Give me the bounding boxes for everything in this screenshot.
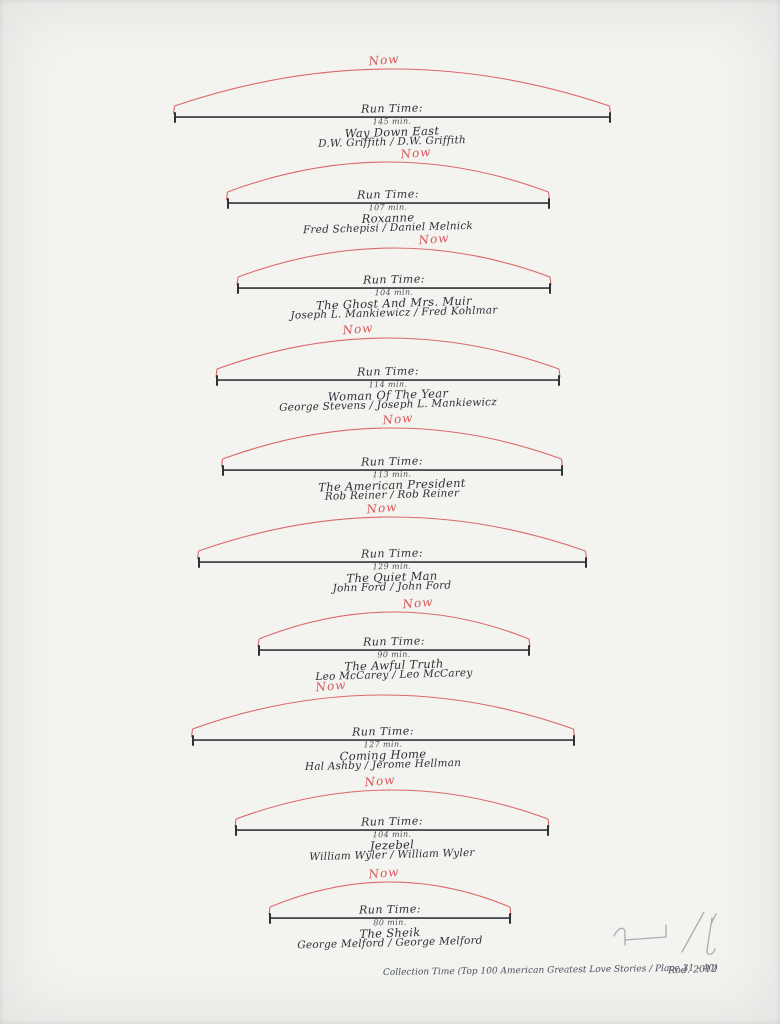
timeline-tick-right [547,825,549,836]
signature-text: Rod. 2012 [667,963,718,977]
runtime-label: Run Time: [362,272,426,287]
timeline-line [237,283,551,294]
timeline-tick-right [608,112,611,123]
timeline-tick-left [221,465,224,476]
timeline-tick-left [197,557,200,568]
now-label: Now [399,144,433,162]
timeline-tick-right [547,198,550,209]
timeline-line [221,465,563,476]
timeline-tick-right [528,645,530,656]
timeline-tick-right [584,557,587,568]
now-label: Now [367,51,401,69]
timeline-line [197,557,587,568]
timeline-tick-right [572,735,575,746]
timeline-tick-right [560,465,563,476]
timeline-line [173,112,611,123]
timeline-tick-right [549,283,551,294]
timeline-tick-left [191,735,194,746]
runtime-label: Run Time: [351,724,415,739]
now-label: Now [341,320,375,338]
runtime-label: Run Time: [356,187,420,202]
runtime-label: Run Time: [360,546,424,561]
timeline-tick-left [226,198,229,209]
now-label: Now [314,677,348,695]
timeline-tick-left [216,375,218,386]
timeline-tick-right [558,375,560,386]
timeline-line [226,198,550,209]
timeline-line [235,825,549,836]
runtime-label: Run Time: [362,634,426,649]
timeline-tick-right [509,913,511,924]
timeline-line [191,735,575,746]
artist-signature [613,911,717,956]
now-label: Now [381,410,415,428]
timeline-line [216,375,560,386]
runtime-label: Run Time: [360,454,424,469]
timeline-tick-left [237,283,239,294]
now-label: Now [367,864,401,882]
now-label: Now [417,230,451,248]
runtime-label: Run Time: [360,814,424,829]
timeline-tick-left [173,112,176,123]
timeline-tick-left [235,825,237,836]
now-label: Now [401,594,435,612]
timeline-line [269,913,511,924]
timeline-line [258,645,530,656]
timeline-tick-left [258,645,260,656]
runtime-label: Run Time: [358,902,422,917]
timeline-tick-left [269,913,271,924]
now-label: Now [363,772,397,790]
runtime-label: Run Time: [356,364,420,379]
artwork-caption: Collection Time (Top 100 American Greate… [382,963,718,978]
runtime-label: Run Time: [360,101,424,116]
now-label: Now [365,499,399,517]
